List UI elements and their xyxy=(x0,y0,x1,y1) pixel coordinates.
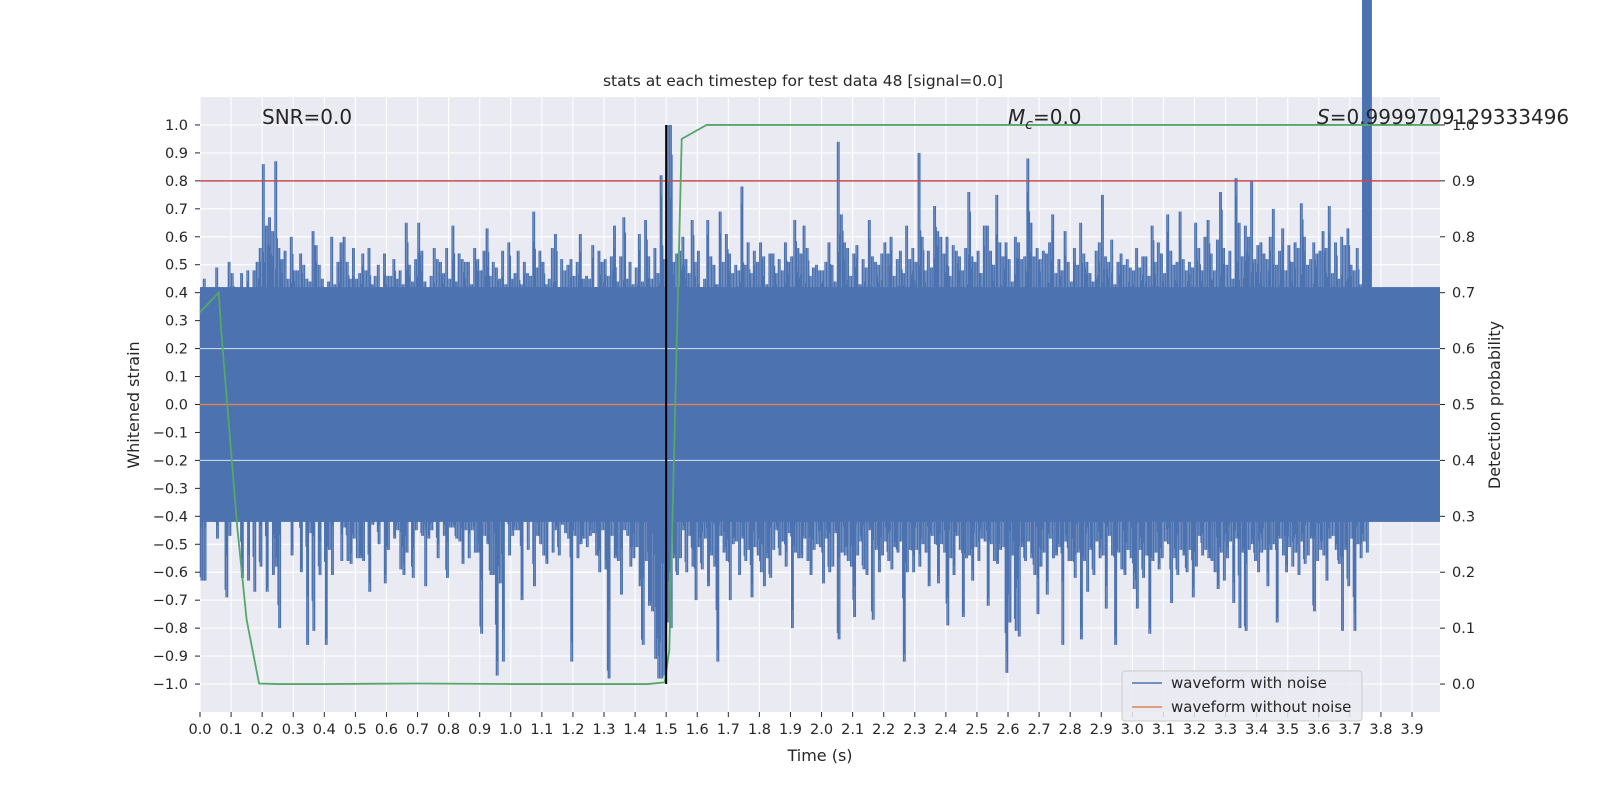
right-y-tick-label: 0.7 xyxy=(1452,286,1475,302)
x-tick-label: 0.0 xyxy=(188,722,211,738)
right-y-tick-label: 0.9 xyxy=(1452,174,1475,190)
mc-value: =0.0 xyxy=(1033,105,1082,129)
x-tick-label: 3.1 xyxy=(1152,722,1175,738)
y-tick-label: 0.9 xyxy=(165,146,188,162)
chart-marks xyxy=(199,124,1440,685)
x-tick-label: 3.7 xyxy=(1338,722,1361,738)
x-tick-label: 3.6 xyxy=(1307,722,1330,738)
x-tick-label: 0.7 xyxy=(406,722,429,738)
right-y-tick-label: 0.2 xyxy=(1452,565,1475,581)
x-tick-label: 1.1 xyxy=(530,722,553,738)
x-tick-label: 3.3 xyxy=(1214,722,1237,738)
chart-title: stats at each timestep for test data 48 … xyxy=(603,72,1003,90)
right-y-tick-label: 0.5 xyxy=(1452,398,1475,414)
legend: waveform with noise waveform without noi… xyxy=(1121,670,1363,722)
y-axis-label: Whitened strain xyxy=(124,341,143,468)
y-tick-label: 0.5 xyxy=(165,258,188,274)
right-y-tick-label: 0.6 xyxy=(1452,342,1475,358)
y-tick-label: −0.6 xyxy=(153,565,188,581)
x-tick-label: 1.9 xyxy=(779,722,802,738)
y-tick-label: 0.2 xyxy=(165,342,188,358)
s-annotation: S=0.9999709129333496 xyxy=(1317,105,1569,129)
y-tick-label: 0.6 xyxy=(165,230,188,246)
snr-annotation: SNR=0.0 xyxy=(262,105,352,129)
mc-subscript: c xyxy=(1025,117,1033,133)
y-tick-label: −0.4 xyxy=(153,509,188,525)
x-tick-label: 1.8 xyxy=(748,722,771,738)
x-tick-label: 0.2 xyxy=(251,722,274,738)
x-tick-label: 3.2 xyxy=(1183,722,1206,738)
x-axis-label: Time (s) xyxy=(786,746,852,765)
legend-label-clean: waveform without noise xyxy=(1171,698,1351,716)
x-tick-label: 0.4 xyxy=(313,722,336,738)
x-tick-label: 0.8 xyxy=(437,722,460,738)
s-value: =0.9999709129333496 xyxy=(1330,105,1569,129)
legend-label-noise: waveform with noise xyxy=(1171,674,1327,692)
y-tick-label: −0.3 xyxy=(153,481,188,497)
x-tick-label: 0.3 xyxy=(282,722,305,738)
y-tick-label: −0.8 xyxy=(153,621,188,637)
x-tick-label: 2.3 xyxy=(903,722,926,738)
x-tick-label: 3.4 xyxy=(1245,722,1268,738)
y-tick-label: 0.0 xyxy=(165,398,188,414)
y-tick-label: −0.5 xyxy=(153,537,188,553)
y-tick-label: −1.0 xyxy=(153,677,188,693)
x-tick-label: 2.6 xyxy=(996,722,1019,738)
x-tick-label: 2.8 xyxy=(1059,722,1082,738)
right-y-tick-label: 0.4 xyxy=(1452,453,1475,469)
x-tick-label: 1.3 xyxy=(592,722,615,738)
x-tick-label: 3.0 xyxy=(1121,722,1144,738)
x-tick-label: 2.2 xyxy=(872,722,895,738)
y-tick-label: 0.4 xyxy=(165,286,188,302)
x-tick-label: 1.2 xyxy=(561,722,584,738)
x-tick-label: 3.5 xyxy=(1276,722,1299,738)
x-tick-label: 2.4 xyxy=(934,722,957,738)
mc-annotation: Mc=0.0 xyxy=(1008,105,1082,133)
x-tick-label: 1.7 xyxy=(717,722,740,738)
right-y-tick-label: 0.8 xyxy=(1452,230,1475,246)
x-tick-label: 1.5 xyxy=(655,722,678,738)
y-tick-label: −0.1 xyxy=(153,425,188,441)
y-tick-label: −0.2 xyxy=(153,453,188,469)
mc-symbol: M xyxy=(1008,105,1025,129)
y-tick-label: 1.0 xyxy=(165,118,188,134)
right-y-tick-label: 0.0 xyxy=(1452,677,1475,693)
y-tick-label: 0.8 xyxy=(165,174,188,190)
x-tick-label: 3.8 xyxy=(1369,722,1392,738)
x-tick-label: 1.0 xyxy=(499,722,522,738)
y-tick-label: 0.1 xyxy=(165,370,188,386)
x-tick-label: 2.1 xyxy=(841,722,864,738)
detection-probability-line xyxy=(199,124,1440,685)
x-tick-label: 0.9 xyxy=(468,722,491,738)
right-y-axis-label: Detection probability xyxy=(1485,321,1504,489)
right-y-axis: 1.0 0.9 0.8 0.7 0.6 0.5 0.4 0.3 0.2 0.1 0.0 xyxy=(1440,118,1475,693)
x-axis: 0.0 0.1 0.2 0.3 0.4 0.5 0.6 0.7 0.8 0.9 1.0 1.1 1.2 1… xyxy=(188,712,1424,738)
x-tick-label: 2.7 xyxy=(1028,722,1051,738)
s-symbol: S xyxy=(1317,105,1330,129)
x-tick-label: 2.0 xyxy=(810,722,833,738)
x-tick-label: 0.6 xyxy=(375,722,398,738)
right-y-tick-label: 0.1 xyxy=(1452,621,1475,637)
y-tick-label: −0.7 xyxy=(153,593,188,609)
x-tick-label: 0.5 xyxy=(344,722,367,738)
x-tick-label: 3.9 xyxy=(1400,722,1423,738)
right-y-tick-label: 1.0 xyxy=(1452,118,1475,134)
x-tick-label: 1.4 xyxy=(624,722,647,738)
legend-box xyxy=(1121,670,1363,722)
x-tick-label: 2.5 xyxy=(965,722,988,738)
x-tick-label: 2.9 xyxy=(1090,722,1113,738)
y-tick-label: 0.7 xyxy=(165,202,188,218)
right-y-tick-label: 0.3 xyxy=(1452,509,1475,525)
x-tick-label: 1.6 xyxy=(686,722,709,738)
y-tick-label: 0.3 xyxy=(165,314,188,330)
x-tick-label: 0.1 xyxy=(220,722,243,738)
left-y-axis: 1.0 0.9 0.8 0.7 0.6 0.5 0.4 0.3 0.2 0.1 0.0 −0.1 −0.… xyxy=(153,118,200,693)
y-tick-label: −0.9 xyxy=(153,649,188,665)
